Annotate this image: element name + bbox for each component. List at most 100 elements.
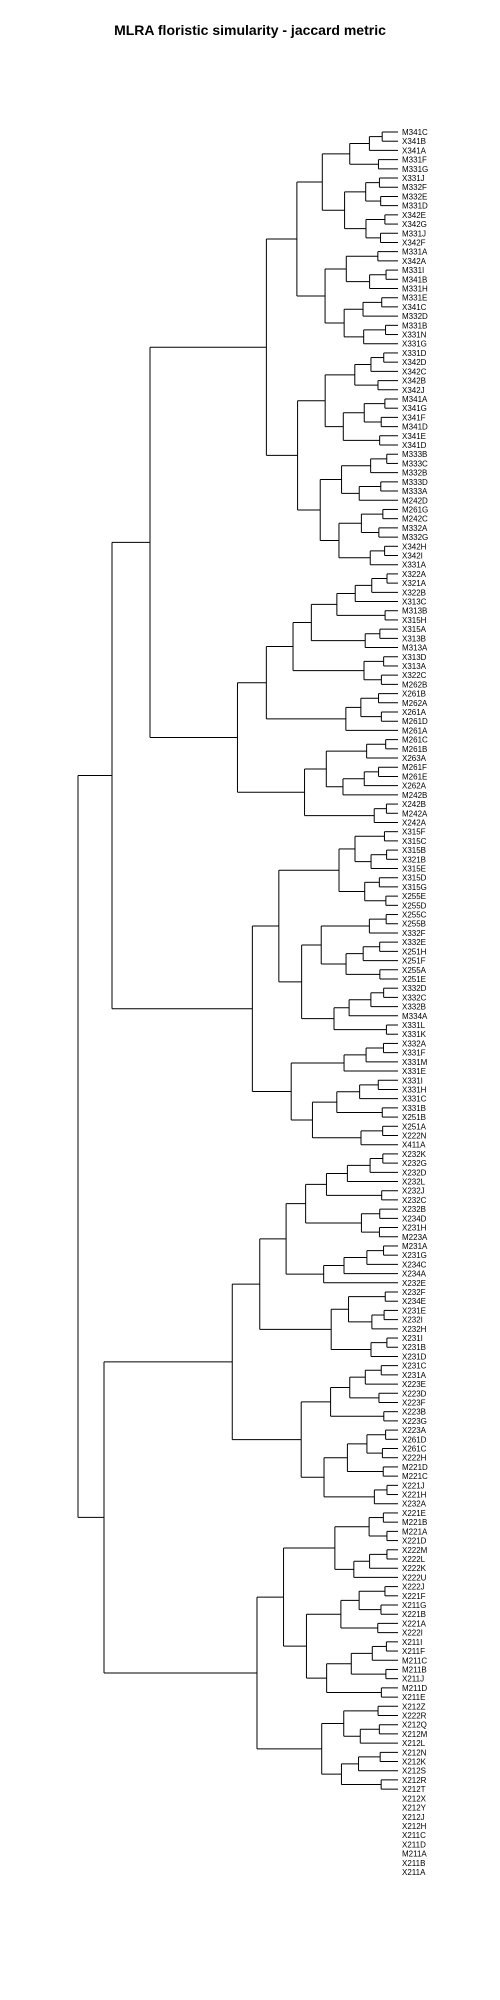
leaf-label: X232L: [402, 1178, 426, 1187]
leaf-label: M331B: [402, 321, 427, 330]
leaf-label: X211C: [402, 1831, 426, 1840]
leaf-label: X342F: [402, 239, 426, 248]
leaf-label: M262B: [402, 680, 427, 689]
leaf-label: X221A: [402, 1619, 427, 1628]
leaf-label: X322B: [402, 588, 426, 597]
leaf-label: X251E: [402, 975, 426, 984]
leaf-label: M331J: [402, 229, 426, 238]
leaf-label: X223A: [402, 1426, 427, 1435]
leaf-label: X212M: [402, 1730, 428, 1739]
leaf-label: X341E: [402, 432, 426, 441]
leaf-label: X261D: [402, 1435, 427, 1444]
leaf-label: M334A: [402, 1012, 428, 1021]
leaf-label: X341C: [402, 303, 427, 312]
leaf-label: X234E: [402, 1297, 426, 1306]
leaf-label: X341G: [402, 404, 427, 413]
leaf-label: X341F: [402, 413, 426, 422]
leaf-label: M332A: [402, 524, 428, 533]
leaf-label: X221B: [402, 1610, 426, 1619]
leaf-label: M261C: [402, 736, 428, 745]
leaf-label: M242A: [402, 809, 428, 818]
leaf-label: X315C: [402, 837, 427, 846]
leaf-label: X234A: [402, 1270, 427, 1279]
leaf-label: M341B: [402, 275, 427, 284]
leaf-label: X331D: [402, 349, 427, 358]
leaf-label: X242B: [402, 800, 426, 809]
leaf-label: X242A: [402, 819, 427, 828]
leaf-label: X222U: [402, 1573, 427, 1582]
leaf-label: M331F: [402, 156, 427, 165]
leaf-label: M333A: [402, 487, 428, 496]
leaf-label: M332F: [402, 183, 427, 192]
leaf-label: X342I: [402, 552, 423, 561]
leaf-label: X231D: [402, 1352, 427, 1361]
leaf-label: X212X: [402, 1794, 427, 1803]
leaf-label: X231I: [402, 1334, 423, 1343]
leaf-label: X231C: [402, 1362, 427, 1371]
leaf-label: X212N: [402, 1748, 427, 1757]
leaf-label: M331I: [402, 266, 424, 275]
leaf-label: X331B: [402, 1104, 426, 1113]
leaf-label: X331L: [402, 1021, 426, 1030]
leaf-label: X221J: [402, 1481, 425, 1490]
leaf-label: X234C: [402, 1260, 427, 1269]
leaf-label: X211A: [402, 1868, 426, 1877]
leaf-label: X232D: [402, 1168, 427, 1177]
leaf-label: X222L: [402, 1555, 426, 1564]
leaf-label: M313A: [402, 644, 428, 653]
leaf-label: X223D: [402, 1389, 427, 1398]
leaf-label: M223A: [402, 1233, 428, 1242]
leaf-label: M332B: [402, 469, 427, 478]
leaf-label: X222R: [402, 1712, 427, 1721]
leaf-label: X331A: [402, 561, 427, 570]
leaf-label: X315H: [402, 616, 427, 625]
leaf-label: X255E: [402, 892, 426, 901]
leaf-label: X331E: [402, 1067, 426, 1076]
leaf-label: X231H: [402, 1224, 427, 1233]
leaf-label: X211G: [402, 1601, 426, 1610]
leaf-label: M242D: [402, 496, 428, 505]
leaf-label: X231B: [402, 1343, 426, 1352]
leaf-label: M331E: [402, 294, 427, 303]
leaf-label: X232I: [402, 1316, 423, 1325]
leaf-label: X221E: [402, 1509, 426, 1518]
leaf-label: X331M: [402, 1058, 428, 1067]
leaf-label: M231A: [402, 1242, 428, 1251]
leaf-label: X331J: [402, 174, 425, 183]
leaf-label: X212Q: [402, 1721, 427, 1730]
leaf-label: X332C: [402, 993, 427, 1002]
leaf-label: X251F: [402, 957, 426, 966]
leaf-label: X332B: [402, 1003, 426, 1012]
leaf-label: X232C: [402, 1196, 427, 1205]
leaf-label: X342B: [402, 377, 426, 386]
leaf-label: X222M: [402, 1546, 428, 1555]
leaf-label: M332E: [402, 192, 427, 201]
leaf-label: M331G: [402, 165, 428, 174]
leaf-label: X231E: [402, 1306, 426, 1315]
leaf-label: X223F: [402, 1399, 426, 1408]
leaf-label: X231G: [402, 1251, 427, 1260]
leaf-label: M261D: [402, 717, 428, 726]
leaf-label: X234D: [402, 1214, 427, 1223]
leaf-label: X313C: [402, 598, 427, 607]
leaf-label: X332D: [402, 984, 427, 993]
leaf-label: M221A: [402, 1527, 428, 1536]
leaf-label: X332E: [402, 938, 426, 947]
leaf-label: X223E: [402, 1380, 426, 1389]
leaf-label: X315G: [402, 883, 427, 892]
leaf-label: X231A: [402, 1371, 427, 1380]
leaf-label: M242B: [402, 791, 427, 800]
leaf-label: M341A: [402, 395, 428, 404]
leaf-label: M221C: [402, 1472, 428, 1481]
leaf-label: X212R: [402, 1776, 427, 1785]
leaf-label: X342H: [402, 542, 427, 551]
leaf-label: X321B: [402, 855, 426, 864]
leaf-label: X255A: [402, 966, 427, 975]
leaf-label: X331H: [402, 1086, 427, 1095]
leaf-label: M331H: [402, 285, 428, 294]
leaf-label: X211F: [402, 1647, 425, 1656]
leaf-label: X315E: [402, 865, 426, 874]
leaf-label: X262A: [402, 782, 427, 791]
leaf-label: M261B: [402, 745, 427, 754]
